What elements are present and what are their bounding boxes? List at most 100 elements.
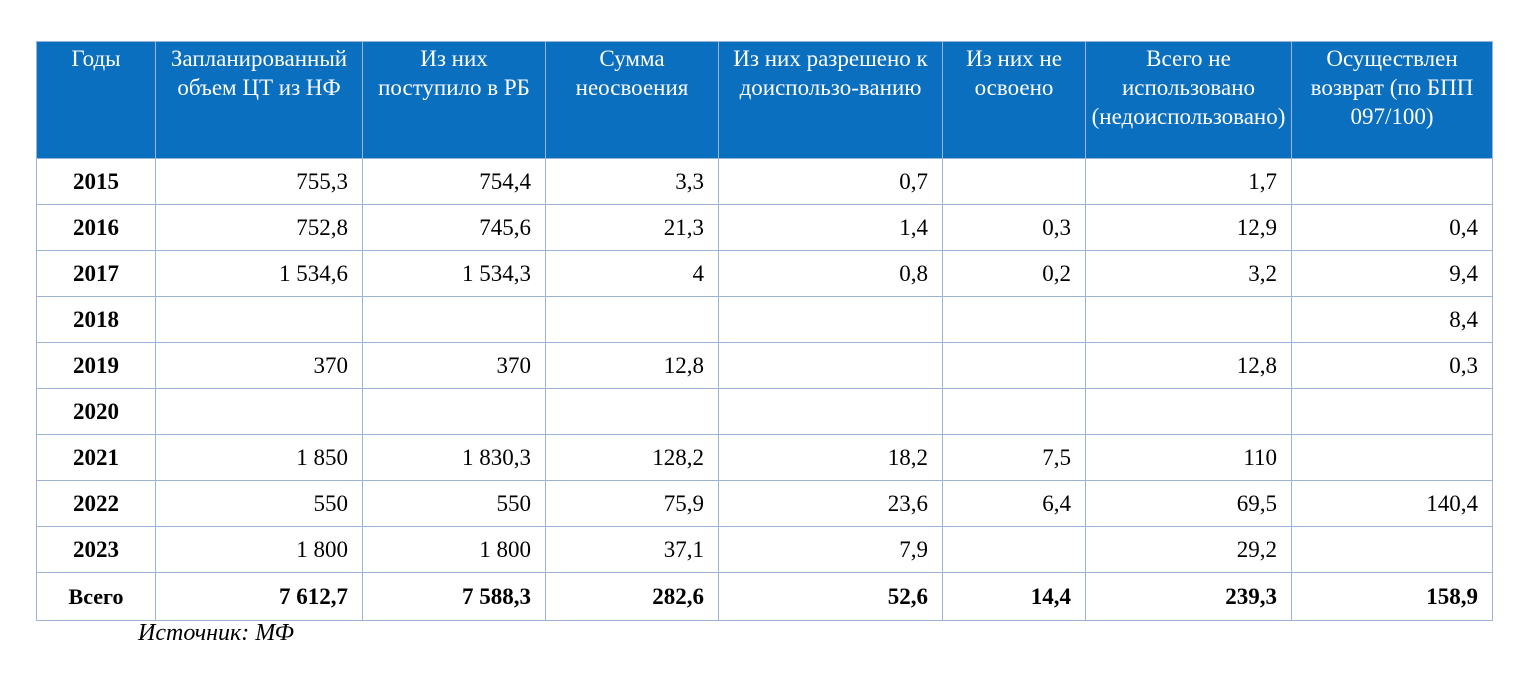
unspent-cell: 128,2 (545, 434, 719, 481)
unspent-cell (545, 296, 719, 343)
table-row: 2020 (36, 388, 1493, 435)
total-unspent-cell: 282,6 (545, 572, 719, 621)
header-not-spent: Из них не освоено (942, 41, 1086, 159)
table-header-row: Годы Запланированный объем ЦТ из НФ Из н… (36, 41, 1493, 159)
received-cell: 1 534,3 (362, 250, 546, 297)
allowed-cell: 18,2 (718, 434, 943, 481)
table-row: 2022 550 550 75,9 23,6 6,4 69,5 140,4 (36, 480, 1493, 527)
unspent-cell: 75,9 (545, 480, 719, 527)
total-unused-cell: 110 (1085, 434, 1292, 481)
year-cell: 2022 (36, 480, 156, 527)
allowed-cell (718, 388, 943, 435)
table-row: 2016 752,8 745,6 21,3 1,4 0,3 12,9 0,4 (36, 204, 1493, 251)
table-row: 2017 1 534,6 1 534,3 4 0,8 0,2 3,2 9,4 (36, 250, 1493, 297)
total-total-unused-cell: 239,3 (1085, 572, 1292, 621)
total-unused-cell: 1,7 (1085, 158, 1292, 205)
not-spent-cell (942, 342, 1086, 389)
unspent-cell: 37,1 (545, 526, 719, 573)
planned-cell (155, 388, 363, 435)
not-spent-cell: 0,3 (942, 204, 1086, 251)
total-unused-cell: 12,8 (1085, 342, 1292, 389)
not-spent-cell: 0,2 (942, 250, 1086, 297)
table-row: 2019 370 370 12,8 12,8 0,3 (36, 342, 1493, 389)
received-cell: 754,4 (362, 158, 546, 205)
returned-cell (1291, 388, 1493, 435)
planned-cell (155, 296, 363, 343)
total-unused-cell (1085, 388, 1292, 435)
total-not-spent-cell: 14,4 (942, 572, 1086, 621)
total-unused-cell: 12,9 (1085, 204, 1292, 251)
allowed-cell: 1,4 (718, 204, 943, 251)
year-cell: 2023 (36, 526, 156, 573)
returned-cell: 8,4 (1291, 296, 1493, 343)
received-cell: 550 (362, 480, 546, 527)
planned-cell: 550 (155, 480, 363, 527)
allowed-cell: 7,9 (718, 526, 943, 573)
total-unused-cell: 29,2 (1085, 526, 1292, 573)
allowed-cell (718, 296, 943, 343)
total-planned-cell: 7 612,7 (155, 572, 363, 621)
unspent-cell (545, 388, 719, 435)
returned-cell (1291, 158, 1493, 205)
header-years: Годы (36, 41, 156, 159)
year-cell: 2019 (36, 342, 156, 389)
table-row: 2023 1 800 1 800 37,1 7,9 29,2 (36, 526, 1493, 573)
not-spent-cell (942, 158, 1086, 205)
returned-cell: 9,4 (1291, 250, 1493, 297)
not-spent-cell (942, 296, 1086, 343)
allowed-cell: 0,8 (718, 250, 943, 297)
header-allowed: Из них разрешено к доиспользо-ванию (718, 41, 943, 159)
source-note: Источник: МФ (138, 620, 294, 646)
total-unused-cell: 69,5 (1085, 480, 1292, 527)
received-cell: 370 (362, 342, 546, 389)
unspent-cell: 3,3 (545, 158, 719, 205)
unspent-cell: 4 (545, 250, 719, 297)
table-row: 2018 8,4 (36, 296, 1493, 343)
total-label-cell: Всего (36, 572, 156, 621)
allowed-cell: 23,6 (718, 480, 943, 527)
planned-cell: 1 534,6 (155, 250, 363, 297)
total-received-cell: 7 588,3 (362, 572, 546, 621)
total-unused-cell: 3,2 (1085, 250, 1292, 297)
received-cell: 1 800 (362, 526, 546, 573)
total-unused-cell (1085, 296, 1292, 343)
year-cell: 2018 (36, 296, 156, 343)
data-table: Годы Запланированный объем ЦТ из НФ Из н… (36, 41, 1493, 621)
returned-cell: 0,3 (1291, 342, 1493, 389)
returned-cell: 0,4 (1291, 204, 1493, 251)
year-cell: 2016 (36, 204, 156, 251)
not-spent-cell (942, 526, 1086, 573)
header-total-unused: Всего не использовано (недоиспользовано) (1085, 41, 1292, 159)
planned-cell: 1 850 (155, 434, 363, 481)
received-cell: 745,6 (362, 204, 546, 251)
received-cell (362, 296, 546, 343)
received-cell (362, 388, 546, 435)
returned-cell (1291, 526, 1493, 573)
table-row: 2021 1 850 1 830,3 128,2 18,2 7,5 110 (36, 434, 1493, 481)
total-allowed-cell: 52,6 (718, 572, 943, 621)
not-spent-cell: 7,5 (942, 434, 1086, 481)
allowed-cell (718, 342, 943, 389)
year-cell: 2021 (36, 434, 156, 481)
year-cell: 2015 (36, 158, 156, 205)
header-received: Из них поступило в РБ (362, 41, 546, 159)
table-row: 2015 755,3 754,4 3,3 0,7 1,7 (36, 158, 1493, 205)
year-cell: 2017 (36, 250, 156, 297)
planned-cell: 1 800 (155, 526, 363, 573)
year-cell: 2020 (36, 388, 156, 435)
unspent-cell: 12,8 (545, 342, 719, 389)
returned-cell: 140,4 (1291, 480, 1493, 527)
allowed-cell: 0,7 (718, 158, 943, 205)
header-planned: Запланированный объем ЦТ из НФ (155, 41, 363, 159)
planned-cell: 752,8 (155, 204, 363, 251)
unspent-cell: 21,3 (545, 204, 719, 251)
total-returned-cell: 158,9 (1291, 572, 1493, 621)
header-unspent: Сумма неосвоения (545, 41, 719, 159)
header-returned: Осуществлен возврат (по БПП 097/100) (1291, 41, 1493, 159)
planned-cell: 370 (155, 342, 363, 389)
data-table-container: Годы Запланированный объем ЦТ из НФ Из н… (36, 41, 1493, 621)
total-row: Всего 7 612,7 7 588,3 282,6 52,6 14,4 23… (36, 572, 1493, 621)
returned-cell (1291, 434, 1493, 481)
not-spent-cell (942, 388, 1086, 435)
planned-cell: 755,3 (155, 158, 363, 205)
